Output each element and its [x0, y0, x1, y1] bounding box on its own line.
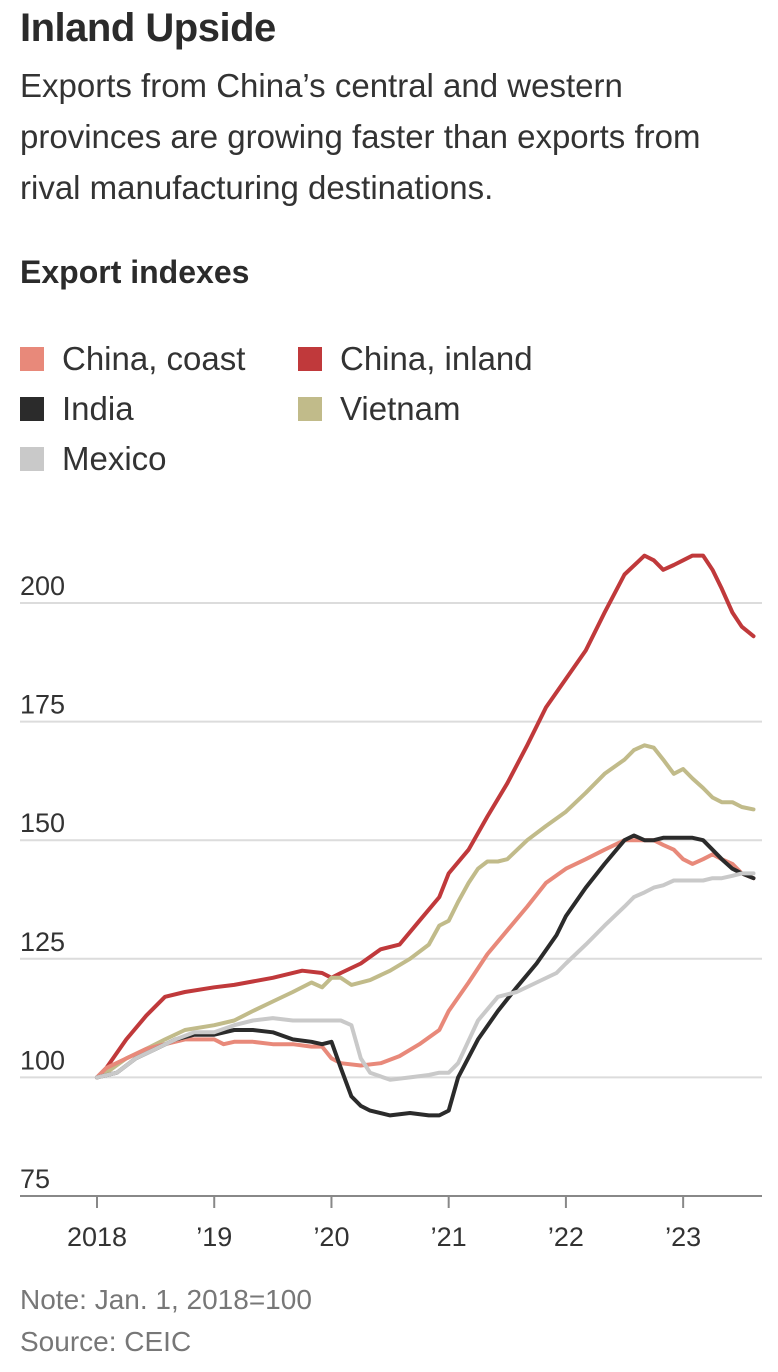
series-line-vietnam: [95, 743, 756, 1080]
page-subtitle: Exports from China’s central and western…: [20, 67, 701, 206]
page-title: Inland Upside: [20, 6, 276, 50]
x-tick-label-2022: ’22: [548, 1222, 584, 1252]
legend-swatch-mexico: [20, 447, 44, 471]
chart-title: Export indexes: [20, 254, 250, 290]
x-tick-label-2019: ’19: [196, 1222, 232, 1252]
legend-label-india: India: [62, 390, 134, 427]
x-tick-label-2018: 2018: [67, 1222, 127, 1252]
series-line-china-coast: [95, 838, 756, 1080]
x-tick-label-2021: ’21: [431, 1222, 467, 1252]
y-tick-label-175: 175: [20, 690, 65, 720]
chart-source: Source: CEIC: [20, 1326, 192, 1357]
legend-swatch-india: [20, 397, 44, 421]
legend-item-china-coast: China, coast: [20, 340, 245, 378]
legend-label-china-coast: China, coast: [62, 340, 246, 377]
x-tick-label-2020: ’20: [313, 1222, 349, 1252]
legend-label-vietnam: Vietnam: [340, 390, 461, 427]
y-tick-label-200: 200: [20, 571, 65, 601]
legend-item-china-inland: China, inland: [298, 340, 533, 378]
series-line-mexico: [95, 871, 756, 1082]
y-tick-label-100: 100: [20, 1045, 65, 1075]
y-tick-label-75: 75: [20, 1164, 50, 1194]
legend-label-mexico: Mexico: [62, 440, 167, 477]
x-tick-label-2023: ’23: [665, 1222, 701, 1252]
legend-item-mexico: Mexico: [20, 440, 167, 478]
chart-note: Note: Jan. 1, 2018=100: [20, 1284, 312, 1315]
legend-swatch-china-coast: [20, 347, 44, 371]
legend-item-india: India: [20, 390, 134, 428]
legend-item-vietnam: Vietnam: [298, 390, 460, 428]
y-tick-label-150: 150: [20, 808, 65, 838]
legend-label-china-inland: China, inland: [340, 340, 533, 377]
y-tick-label-125: 125: [20, 927, 65, 957]
series-line-india: [95, 833, 756, 1118]
legend-swatch-china-inland: [298, 347, 322, 371]
legend-swatch-vietnam: [298, 397, 322, 421]
series-line-china-inland: [95, 553, 756, 1080]
